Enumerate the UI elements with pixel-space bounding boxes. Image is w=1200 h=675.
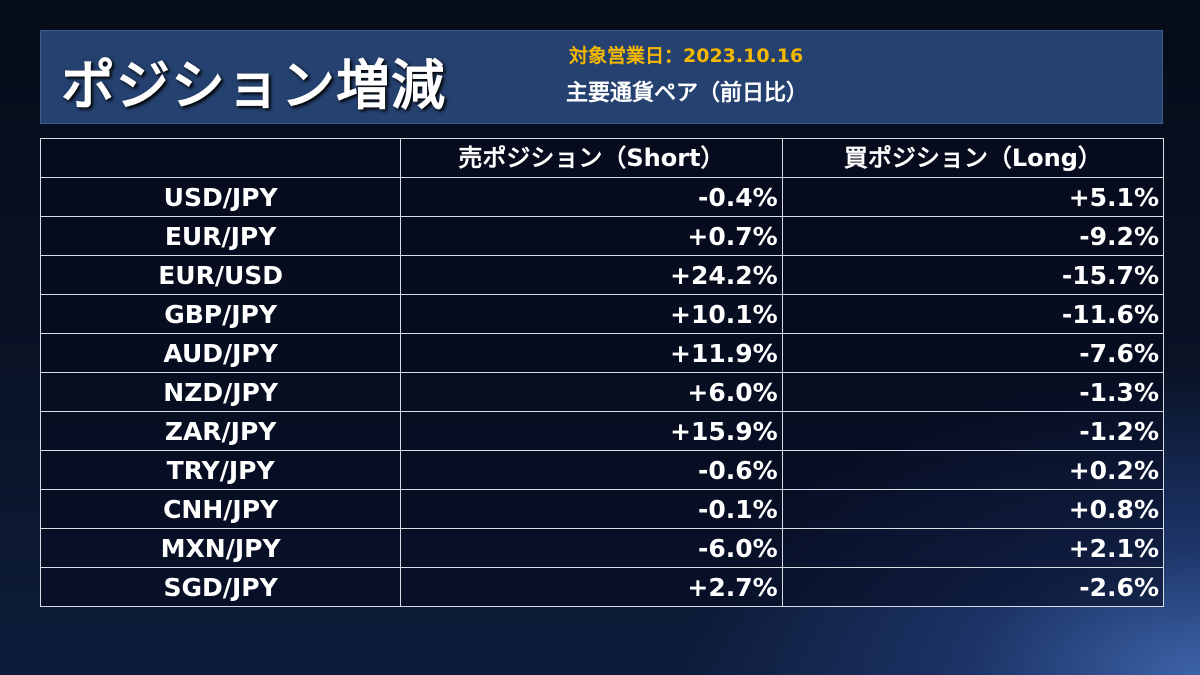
currency-pair: TRY/JPY — [39, 450, 402, 490]
short-change: +2.7% — [400, 567, 783, 607]
position-table: 売ポジション（Short） 買ポジション（Long） USD/JPY -0.4% +… — [39, 138, 1165, 607]
table-row: AUD/JPY +11.9% -7.6% — [39, 333, 1165, 373]
short-change: +0.7% — [400, 216, 783, 256]
currency-pair: AUD/JPY — [39, 333, 402, 373]
business-date: 対象営業日：2023.10.16 — [569, 41, 803, 68]
table-row: ZAR/JPY +15.9% -1.2% — [39, 411, 1165, 451]
currency-pair: SGD/JPY — [39, 567, 402, 607]
long-change: +5.1% — [781, 177, 1165, 217]
table-row: SGD/JPY +2.7% -2.6% — [39, 567, 1165, 607]
currency-pair: NZD/JPY — [39, 372, 402, 412]
currency-pair: EUR/USD — [39, 255, 402, 295]
short-change: -6.0% — [400, 528, 783, 568]
short-change: +24.2% — [400, 255, 783, 295]
long-change: -1.2% — [781, 411, 1165, 451]
short-change: -0.4% — [400, 177, 783, 217]
date-label: 対象営業日： — [569, 45, 684, 67]
table-row: NZD/JPY +6.0% -1.3% — [39, 372, 1165, 412]
table-row: EUR/USD +24.2% -15.7% — [39, 255, 1165, 295]
long-change: -15.7% — [781, 255, 1165, 295]
currency-pair: GBP/JPY — [39, 294, 402, 334]
long-change: -11.6% — [781, 294, 1165, 334]
page-title: ポジション増減 — [61, 54, 446, 117]
currency-pair: ZAR/JPY — [39, 411, 402, 451]
short-change: +11.9% — [400, 333, 783, 373]
short-change: -0.6% — [400, 450, 783, 490]
date-value: 2023.10.16 — [683, 45, 804, 67]
long-change: -9.2% — [781, 216, 1165, 256]
column-header-short: 売ポジション（Short） — [400, 138, 783, 178]
column-header-pair — [39, 138, 402, 178]
short-change: +15.9% — [400, 411, 783, 451]
title-banner: ポジション増減 対象営業日：2023.10.16 主要通貨ペア（前日比） — [40, 30, 1163, 124]
currency-pair: EUR/JPY — [39, 216, 402, 256]
long-change: +0.2% — [781, 450, 1165, 490]
table-row: USD/JPY -0.4% +5.1% — [39, 177, 1165, 217]
long-change: -7.6% — [781, 333, 1165, 373]
currency-pair: USD/JPY — [39, 177, 402, 217]
long-change: +0.8% — [781, 489, 1165, 529]
table-header-row: 売ポジション（Short） 買ポジション（Long） — [39, 138, 1165, 178]
table-row: EUR/JPY +0.7% -9.2% — [39, 216, 1165, 256]
long-change: +2.1% — [781, 528, 1165, 568]
table-row: CNH/JPY -0.1% +0.8% — [39, 489, 1165, 529]
table-row: TRY/JPY -0.6% +0.2% — [39, 450, 1165, 490]
long-change: -2.6% — [781, 567, 1165, 607]
short-change: +10.1% — [400, 294, 783, 334]
short-change: +6.0% — [400, 372, 783, 412]
table-row: GBP/JPY +10.1% -11.6% — [39, 294, 1165, 334]
long-change: -1.3% — [781, 372, 1165, 412]
currency-pair: CNH/JPY — [39, 489, 402, 529]
column-header-long: 買ポジション（Long） — [781, 138, 1165, 178]
table-row: MXN/JPY -6.0% +2.1% — [39, 528, 1165, 568]
short-change: -0.1% — [400, 489, 783, 529]
currency-pair: MXN/JPY — [39, 528, 402, 568]
subtitle: 主要通貨ペア（前日比） — [566, 81, 809, 106]
